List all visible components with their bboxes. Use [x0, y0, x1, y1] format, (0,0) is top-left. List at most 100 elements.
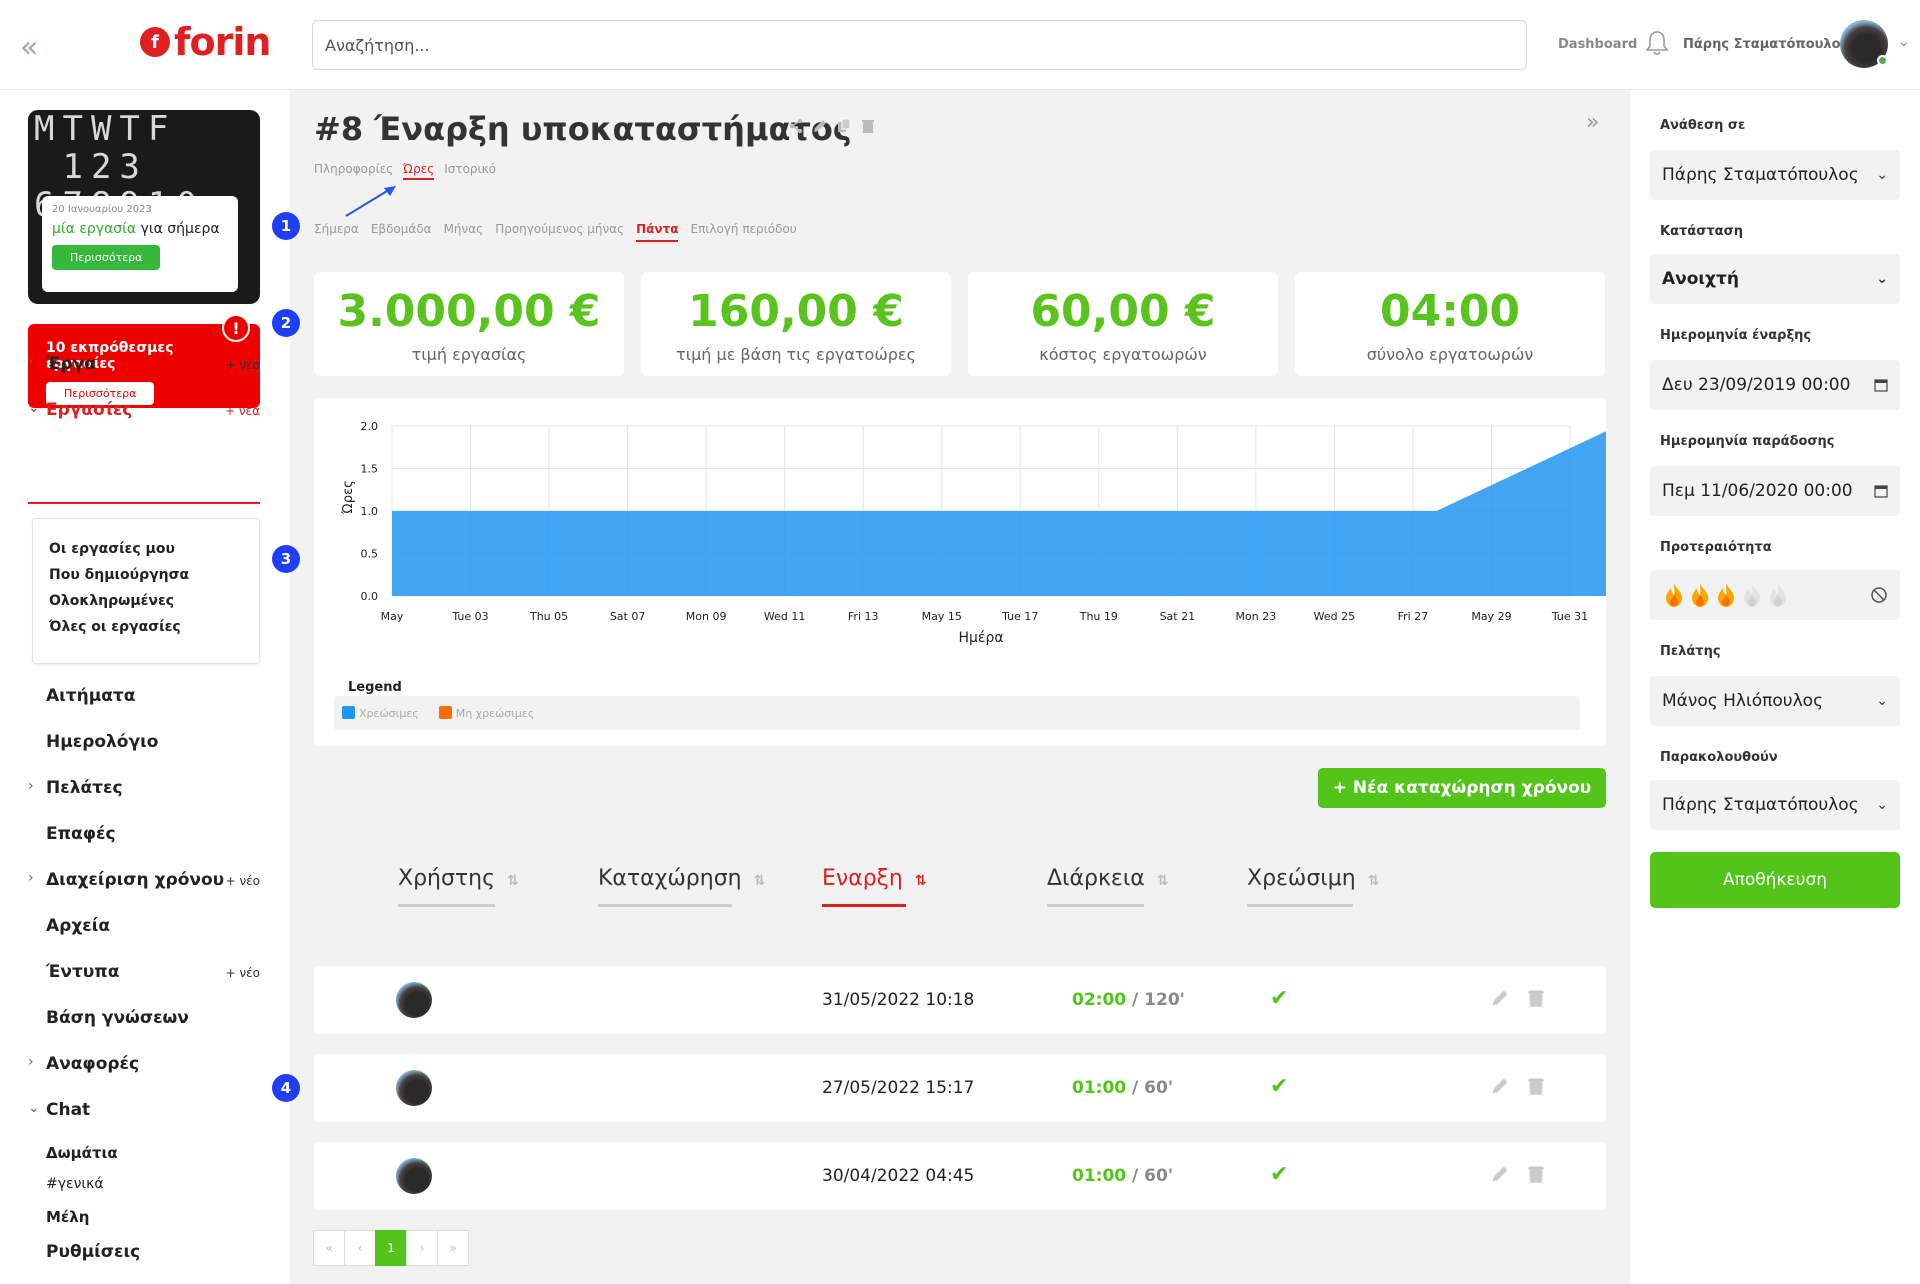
legend-item-non-billable[interactable]: Μη χρεώσιμες [438, 706, 534, 720]
user-name[interactable]: Πάρης Σταματόπουλος [1683, 37, 1849, 52]
due-date-field[interactable]: Πεμ 11/06/2020 00:00 [1650, 466, 1900, 516]
trash-icon[interactable] [1526, 988, 1546, 1008]
edit-icon[interactable] [1490, 1164, 1510, 1184]
chevron-right-icon: › [28, 354, 34, 370]
page-first[interactable]: « [313, 1230, 345, 1266]
trash-icon[interactable] [1526, 1164, 1546, 1184]
stat-hourly-price: 160,00 € τιμή με βάση τις εργατοώρες [641, 272, 951, 376]
y-tick-label: 0.0 [361, 590, 379, 603]
column-label: Χρήστης [398, 866, 496, 891]
column-billable[interactable]: Χρεώσιμη ⇅ [1247, 866, 1379, 907]
assign-select[interactable]: Πάρης Σταματόπουλος ⌄ [1650, 150, 1900, 200]
right-panel: Ανάθεση σε Πάρης Σταματόπουλος ⌄ Κατάστασ… [1630, 90, 1920, 1284]
user-avatar[interactable] [1840, 20, 1888, 68]
clear-priority-icon[interactable] [1870, 586, 1888, 604]
overdue-more-button[interactable]: Περισσότερα [46, 382, 155, 405]
period-always[interactable]: Πάντα [636, 222, 679, 242]
edit-icon[interactable] [812, 118, 828, 134]
nav-label: Αιτήματα [46, 686, 136, 706]
watchers-value: Πάρης Σταματόπουλος [1662, 795, 1859, 815]
new-time-entry-button[interactable]: + Νέα καταχώρηση χρόνου [1318, 768, 1606, 808]
x-tick-label: Tue 31 [1551, 610, 1588, 623]
tab-history[interactable]: Ιστορικό [444, 162, 497, 176]
page-prev[interactable]: ‹ [344, 1230, 376, 1266]
tab-hours[interactable]: Ώρες [403, 162, 435, 180]
trash-icon[interactable] [1526, 1076, 1546, 1096]
avatar [396, 982, 432, 1018]
submenu-all[interactable]: Όλες οι εργασίες [49, 619, 181, 635]
client-select[interactable]: Μάνος Ηλιόπουλος ⌄ [1650, 676, 1900, 726]
alert-icon: ! [222, 314, 250, 342]
tab-info[interactable]: Πληροφορίες [314, 162, 394, 176]
stat-total-hours: 04:00 σύνολο εργατοωρών [1295, 272, 1605, 376]
search-input[interactable] [312, 20, 1527, 70]
x-tick-label: May 15 [922, 610, 962, 623]
main-content: #8 Έναρξη υποκαταστήματος » Πληροφορίες … [272, 90, 1630, 1284]
table-row[interactable]: 30/04/2022 04:45 01:00 / 60' ✔ [314, 1142, 1606, 1210]
stat-value: 3.000,00 € [337, 286, 601, 337]
status-select[interactable]: Ανοιχτή ⌄ [1650, 254, 1900, 304]
bell-icon[interactable] [1645, 30, 1669, 60]
nav-label: Βάση γνώσεων [46, 1008, 189, 1028]
table-row[interactable]: 31/05/2022 10:18 02:00 / 120' ✔ [314, 966, 1606, 1034]
period-custom[interactable]: Επιλογή περιόδου [690, 222, 797, 236]
expand-panel-icon[interactable]: » [1586, 110, 1600, 135]
left-sidebar: MTWTF 123 678910 20 Ιανουαρίου 2023 μία … [0, 90, 290, 1284]
page-number[interactable]: 1 [375, 1230, 407, 1266]
x-tick-label: Wed 25 [1314, 610, 1355, 623]
today-suffix: για σήμερα [136, 221, 220, 237]
flame-icon-inactive[interactable] [1740, 582, 1764, 608]
trash-icon[interactable] [860, 118, 876, 134]
legend-item-billable[interactable]: Χρεώσιμες [342, 706, 419, 720]
chart-legend: Χρεώσιμες Μη χρεώσιμες [334, 696, 1580, 730]
detail-tabs: Πληροφορίες Ώρες Ιστορικό [314, 162, 496, 180]
chevron-down-icon: ⌄ [28, 400, 40, 416]
new-project-link[interactable]: + νέο [225, 358, 260, 372]
today-more-button[interactable]: Περισσότερα [52, 245, 161, 270]
column-entry[interactable]: Καταχώρηση ⇅ [598, 866, 765, 907]
new-form-link[interactable]: + νέο [225, 966, 260, 980]
flame-icon-active[interactable] [1714, 582, 1738, 608]
new-time-link[interactable]: + νέο [225, 874, 260, 888]
share-icon[interactable] [788, 118, 804, 134]
dashboard-link[interactable]: Dashboard [1558, 37, 1638, 52]
priority-field[interactable] [1650, 570, 1900, 620]
online-status-dot [1877, 55, 1888, 66]
nav-label: Επαφές [46, 824, 116, 844]
logo[interactable]: f forin [140, 20, 271, 64]
column-label: Διάρκεια [1047, 866, 1145, 891]
submenu-my-tasks[interactable]: Οι εργασίες μου [49, 541, 175, 557]
flame-icon-active[interactable] [1662, 582, 1686, 608]
edit-icon[interactable] [1490, 1076, 1510, 1096]
save-button[interactable]: Αποθήκευση [1650, 852, 1900, 908]
y-tick-label: 2.0 [361, 420, 379, 433]
watchers-select[interactable]: Πάρης Σταματόπουλος ⌄ [1650, 780, 1900, 830]
chevron-down-icon: ⌄ [1876, 167, 1888, 183]
today-card: 20 Ιανουαρίου 2023 μία εργασία για σήμερ… [42, 196, 238, 292]
column-duration[interactable]: Διάρκεια ⇅ [1047, 866, 1169, 907]
period-last-month[interactable]: Προηγούμενος μήνας [495, 222, 625, 236]
page-next[interactable]: › [406, 1230, 438, 1266]
entry-start: 31/05/2022 10:18 [822, 990, 975, 1010]
logo-text: forin [174, 20, 271, 64]
period-week[interactable]: Εβδομάδα [370, 222, 432, 236]
priority-flames[interactable] [1662, 582, 1790, 608]
column-start[interactable]: Εναρξη ⇅ [822, 866, 927, 907]
submenu-completed[interactable]: Ολοκληρωμένες [49, 593, 175, 609]
edit-icon[interactable] [1490, 988, 1510, 1008]
new-task-link[interactable]: + νέα [225, 404, 260, 418]
entry-duration: 01:00 / 60' [1072, 1166, 1173, 1186]
flame-icon-inactive[interactable] [1766, 582, 1790, 608]
column-user[interactable]: Χρήστης ⇅ [398, 866, 519, 907]
start-date-field[interactable]: Δευ 23/09/2019 00:00 [1650, 360, 1900, 410]
table-row[interactable]: 27/05/2022 15:17 01:00 / 60' ✔ [314, 1054, 1606, 1122]
period-today[interactable]: Σήμερα [314, 222, 359, 236]
submenu-created[interactable]: Που δημιούργησα [49, 567, 190, 583]
copy-icon[interactable] [836, 118, 852, 134]
page-last[interactable]: » [437, 1230, 469, 1266]
period-month[interactable]: Μήνας [443, 222, 484, 236]
chevron-down-icon[interactable]: ⌄ [1898, 34, 1910, 50]
entry-start: 27/05/2022 15:17 [822, 1078, 975, 1098]
flame-icon-active[interactable] [1688, 582, 1712, 608]
collapse-sidebar-icon[interactable]: « [20, 30, 39, 65]
